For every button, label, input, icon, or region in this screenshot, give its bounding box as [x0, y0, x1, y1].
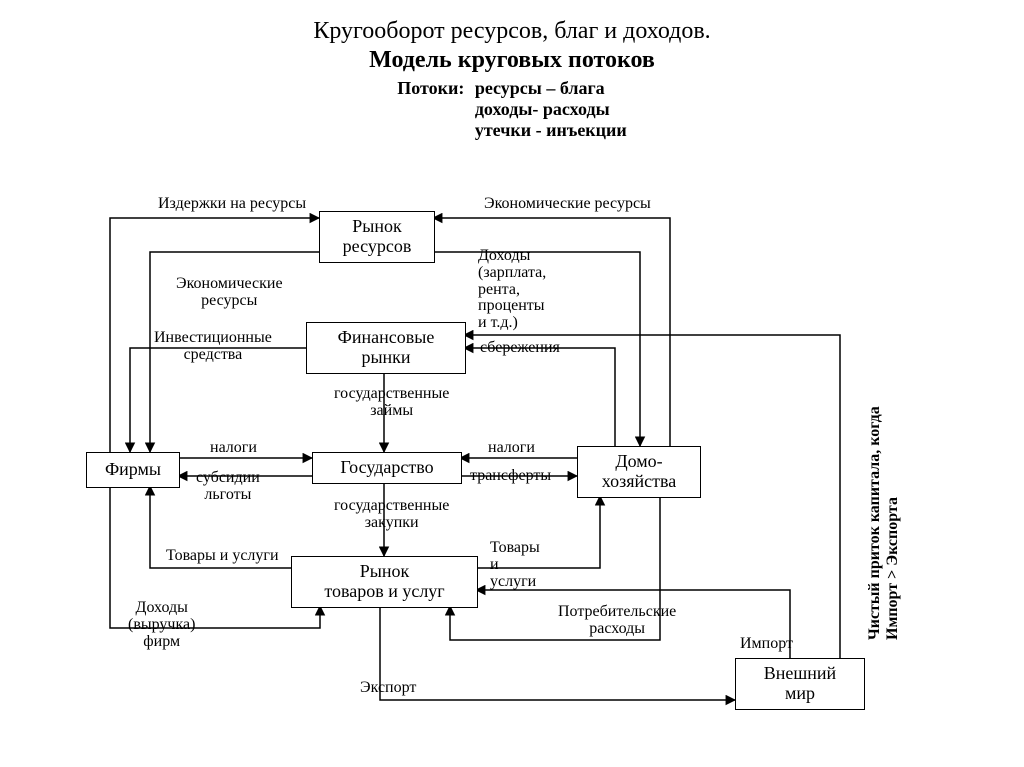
header: Кругооборот ресурсов, благ и доходов. Мо…	[0, 0, 1024, 141]
label-goods-services-right: Товары иуслуги	[490, 540, 540, 590]
label-goods-services-left: Товары и услуги	[166, 548, 279, 565]
label-savings: сбережения	[480, 340, 560, 357]
flows-label: Потоки:	[397, 78, 464, 99]
label-consumer-spending: Потребительскиерасходы	[558, 604, 676, 638]
flow-line-1: ресурсы – блага	[475, 78, 627, 99]
flow-line-3: утечки - инъекции	[475, 120, 627, 141]
label-gov-purchases: государственныезакупки	[334, 498, 449, 532]
label-import: Импорт	[740, 636, 793, 653]
page-subtitle: Модель круговых потоков	[0, 47, 1024, 74]
flows-lines: ресурсы – блага доходы- расходы утечки -…	[475, 78, 627, 141]
label-export: Экспорт	[360, 680, 416, 697]
label-taxes-right: налоги	[488, 440, 535, 457]
node-foreign: Внешниймир	[735, 658, 865, 710]
label-econ-resources-left: Экономическиересурсы	[176, 276, 283, 310]
label-gov-loans: государственныезаймы	[334, 386, 449, 420]
label-taxes-left: налоги	[210, 440, 257, 457]
flows-legend: Потоки: ресурсы – блага доходы- расходы …	[397, 78, 627, 141]
node-firms: Фирмы	[86, 452, 180, 488]
label-revenue-firms: Доходы (выручка)фирм	[128, 600, 195, 650]
flow-line-2: доходы- расходы	[475, 99, 627, 120]
label-transfers: трансферты	[470, 468, 551, 485]
node-households: Домо-хозяйства	[577, 446, 701, 498]
node-goods-market: Рыноктоваров и услуг	[291, 556, 478, 608]
label-investment-funds: Инвестиционныесредства	[154, 330, 272, 364]
node-resource-market: Рынокресурсов	[319, 211, 435, 263]
label-resource-costs: Издержки на ресурсы	[158, 196, 306, 213]
page-title: Кругооборот ресурсов, благ и доходов.	[0, 18, 1024, 45]
node-financial-markets: Финансовыерынки	[306, 322, 466, 374]
label-net-capital: Чистый приток капитала, когдаИмпорт > Эк…	[866, 406, 902, 640]
label-subsidies: субсидиильготы	[196, 470, 260, 504]
label-income-wages: Доходы (зарплата,рента, проценты и т.д.)	[478, 248, 546, 332]
node-government: Государство	[312, 452, 462, 484]
label-econ-resources-top: Экономические ресурсы	[484, 196, 651, 213]
